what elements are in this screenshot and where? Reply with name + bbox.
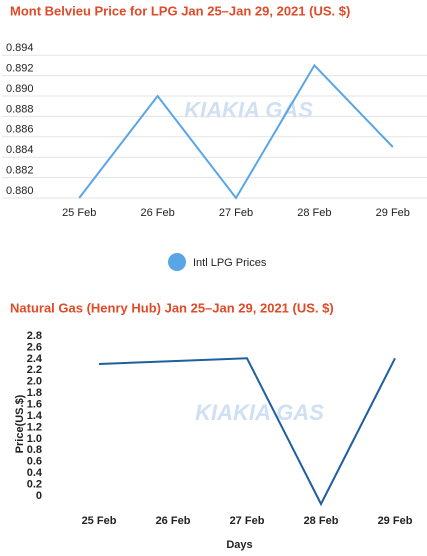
y-tick-label: 1.6 xyxy=(27,398,42,410)
y-tick-label: 2.2 xyxy=(27,364,42,376)
y-tick-label: 2.6 xyxy=(27,341,42,353)
y-tick-label: 0.890 xyxy=(6,83,34,95)
x-tick-label: 28 Feb xyxy=(304,515,339,527)
y-tick-label: 2.8 xyxy=(27,330,42,342)
y-tick-label: 0.886 xyxy=(6,124,34,136)
x-tick-label: 28 Feb xyxy=(297,207,331,219)
y-axis-label: Price(US.$) xyxy=(14,394,26,453)
y-tick-label: 0.892 xyxy=(6,63,34,75)
x-tick-label: 25 Feb xyxy=(62,207,96,219)
series-line xyxy=(98,357,396,507)
series-line xyxy=(78,63,394,200)
x-axis-label: Days xyxy=(226,539,252,551)
x-tick-label: 27 Feb xyxy=(219,207,253,219)
y-tick-label: 0 xyxy=(36,490,42,502)
y-tick-label: 1.2 xyxy=(27,421,42,433)
y-tick-label: 1.0 xyxy=(27,433,42,445)
chart-title: Natural Gas (Henry Hub) Jan 25–Jan 29, 2… xyxy=(10,300,334,315)
x-tick-label: 29 Feb xyxy=(376,207,410,219)
legend-label: Intl LPG Prices xyxy=(193,257,267,269)
x-tick-label: 26 Feb xyxy=(156,515,191,527)
x-tick-label: 26 Feb xyxy=(140,207,174,219)
watermark: KIAKIA GAS xyxy=(195,400,324,425)
y-tick-label: 0.894 xyxy=(6,42,34,54)
y-tick-label: 0.4 xyxy=(27,467,43,479)
watermark: KIAKIA GAS xyxy=(184,97,313,122)
y-tick-label: 0.882 xyxy=(6,165,34,177)
chart-title: Mont Belvieu Price for LPG Jan 25–Jan 29… xyxy=(10,3,350,18)
y-tick-label: 0.888 xyxy=(6,103,34,115)
y-tick-label: 2.0 xyxy=(27,376,42,388)
x-tick-label: 27 Feb xyxy=(230,515,265,527)
y-tick-label: 0.2 xyxy=(27,478,42,490)
y-tick-label: 0.8 xyxy=(27,444,42,456)
y-tick-label: 1.4 xyxy=(27,410,43,422)
y-tick-label: 1.8 xyxy=(27,387,42,399)
x-tick-label: 25 Feb xyxy=(82,515,117,527)
y-tick-label: 0.884 xyxy=(6,144,34,156)
y-tick-label: 0.6 xyxy=(27,456,42,468)
y-tick-label: 0.880 xyxy=(6,185,34,197)
legend-marker xyxy=(168,253,186,271)
x-tick-label: 29 Feb xyxy=(378,515,413,527)
y-tick-label: 2.4 xyxy=(27,353,43,365)
